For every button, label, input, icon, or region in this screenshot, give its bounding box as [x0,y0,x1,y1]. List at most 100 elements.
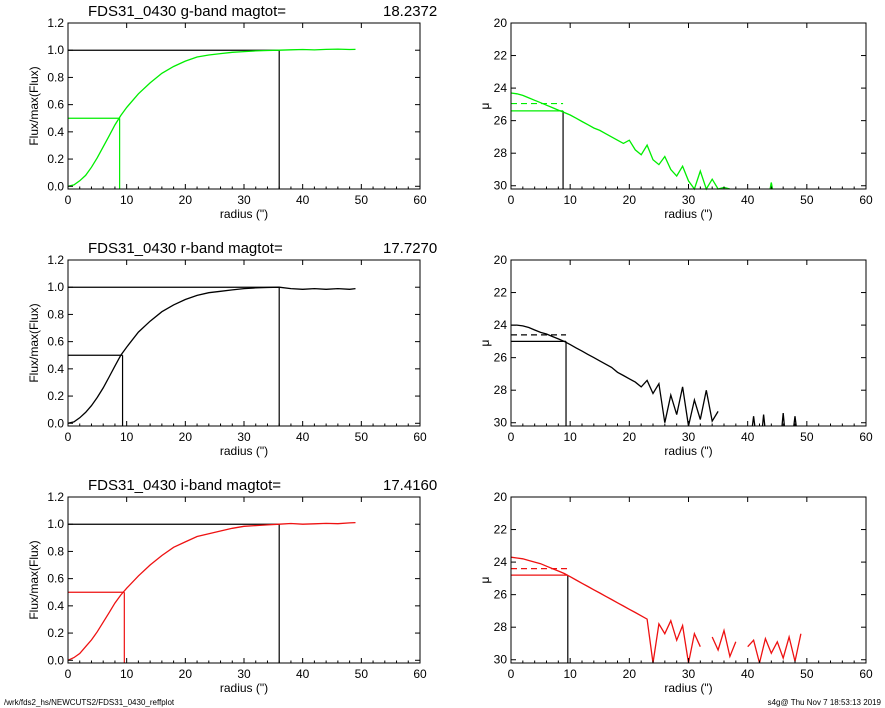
r-growth-ytick-label: 0.8 [47,307,64,321]
r-sb-ylabel: μ [478,339,492,346]
i-growth-ytick-label: 0.0 [47,653,64,667]
r-growth-xtick-label: 20 [179,430,193,444]
i-sb-ytick-label: 30 [494,653,508,667]
i-growth-xtick-label: 50 [355,667,369,681]
g-growth-ytick-label: 1.2 [47,16,64,30]
r-sb-ytick-label: 20 [494,253,508,267]
i-sb-xtick-label: 40 [741,667,755,681]
r-sb-xtick-label: 50 [800,430,814,444]
r-growth-panel: FDS31_0430 r-band magtot= 17.7270 0 10 20 30 4… [27,240,437,458]
g-sb-ytick-label: 30 [494,179,508,193]
r-growth-ytick-label: 0.2 [47,389,64,403]
i-sb-profile-1 [711,627,737,659]
i-growth-xtick-label: 0 [65,667,72,681]
i-sb-profile-2 [747,633,802,664]
i-sb-ytick-label: 26 [494,588,508,602]
i-growth-xtick-label: 10 [120,667,134,681]
r-growth-magtot: 17.7270 [383,240,437,257]
r-sb-profile-4 [793,416,797,427]
g-growth-magtot: 18.2372 [383,3,437,20]
r-growth-ytick-label: 0.0 [47,416,64,430]
r-sb-ytick-label: 30 [494,416,508,430]
i-growth-magtot: 17.4160 [383,477,437,494]
r-growth-xtick-label: 0 [65,430,72,444]
g-sb-ytick-label: 28 [494,146,508,160]
i-growth-ytick-label: 0.2 [47,626,64,640]
g-growth-xtick-label: 30 [237,193,251,207]
r-sb-xtick-label: 40 [741,430,755,444]
r-growth-xtick-label: 30 [237,430,251,444]
r-sb-profile-3 [781,412,786,427]
r-growth-ytick-label: 0.6 [47,335,64,349]
i-sb-xtick-label: 30 [682,667,696,681]
r-sb-profile-2 [761,414,766,427]
g-sb-xtick-label: 30 [682,193,696,207]
r-sb-ytick-label: 28 [494,383,508,397]
i-growth-ytick-label: 0.4 [47,599,64,613]
r-sb-xtick-label: 60 [859,430,873,444]
i-sb-xlabel: radius (") [664,681,712,695]
i-growth-xtick-label: 60 [413,667,427,681]
i-sb-xtick-label: 60 [859,667,873,681]
g-growth-ytick-label: 0.4 [47,125,64,139]
footer-file-path: /wrk/fds2_hs/NEWCUTS2/FDS31_0430_reffplo… [4,698,175,707]
g-growth-xtick-label: 50 [355,193,369,207]
r-sb-xtick-label: 10 [563,430,577,444]
r-growth-ytick-label: 0.4 [47,362,64,376]
g-growth-title: FDS31_0430 g-band magtot= [88,3,286,20]
g-growth-xtick-label: 10 [120,193,134,207]
g-growth-xtick-label: 0 [65,193,72,207]
g-sb-frame [510,22,867,190]
g-growth-frame [67,22,421,190]
i-sb-xtick-label: 0 [508,667,515,681]
i-growth-ytick-label: 0.6 [47,572,64,586]
r-growth-ytick-label: 1.0 [47,280,64,294]
g-sb-xtick-label: 0 [508,193,515,207]
g-sb-ytick-label: 20 [494,16,508,30]
g-growth-curve-0 [67,48,356,187]
i-sb-profile-0 [510,556,701,664]
i-growth-xlabel: radius (") [220,681,268,695]
i-sb-frame [510,496,867,664]
i-growth-curve-0 [67,521,356,661]
i-sb-ytick-label: 28 [494,620,508,634]
g-sb-ytick-label: 22 [494,49,508,63]
g-growth-ytick-label: 0.2 [47,152,64,166]
r-sb-ytick-label: 24 [494,318,508,332]
g-sb-xlabel: radius (") [664,207,712,221]
g-sb-xtick-label: 40 [741,193,755,207]
g-growth-ytick-label: 0.6 [47,98,64,112]
g-sb-ytick-label: 24 [494,81,508,95]
i-sb-ytick-label: 22 [494,523,508,537]
r-sb-profile-1 [751,416,756,427]
i-growth-ytick-label: 1.2 [47,490,64,504]
r-growth-xlabel: radius (") [220,444,268,458]
i-growth-xtick-label: 30 [237,667,251,681]
r-growth-xtick-label: 40 [296,430,310,444]
g-growth-ytick-label: 0.0 [47,179,64,193]
i-sb-ytick-label: 24 [494,555,508,569]
g-growth-ylabel: Flux/max(Flux) [27,66,41,145]
g-sb-profile-1 [769,182,774,190]
r-growth-frame [67,259,421,427]
g-growth-ytick-label: 0.8 [47,70,64,84]
g-sb-xtick-label: 10 [563,193,577,207]
r-growth-xtick-label: 60 [413,430,427,444]
i-sb-ytick-label: 20 [494,490,508,504]
r-sb-xtick-label: 30 [682,430,696,444]
i-growth-title: FDS31_0430 i-band magtot= [88,477,281,494]
r-sb-ytick-label: 26 [494,351,508,365]
i-growth-ytick-label: 0.8 [47,544,64,558]
g-growth-ytick-label: 1.0 [47,43,64,57]
i-growth-ytick-label: 1.0 [47,517,64,531]
i-sb-xtick-label: 10 [563,667,577,681]
i-growth-xtick-label: 20 [179,667,193,681]
r-sb-profile-0 [511,324,719,427]
r-growth-title: FDS31_0430 r-band magtot= [88,240,283,257]
r-growth-xtick-label: 10 [120,430,134,444]
r-sb-xtick-label: 0 [508,430,515,444]
r-growth-ytick-label: 1.2 [47,253,64,267]
